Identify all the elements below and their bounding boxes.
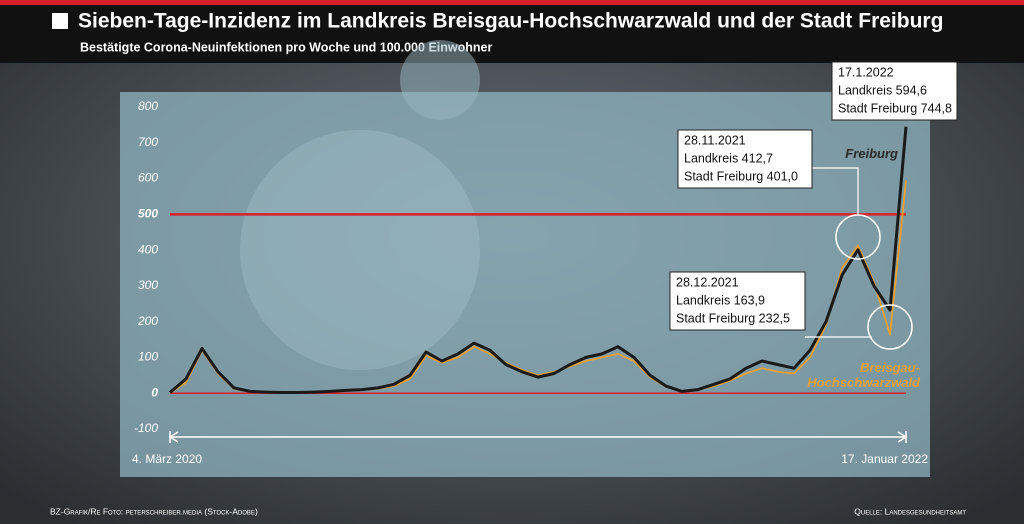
y-tick-label: 800 [138, 99, 158, 113]
x-tick-label: 17. Januar 2022 [841, 452, 928, 466]
annotation-box [677, 129, 813, 189]
source: Quelle: Landesgesundheitsamt [854, 506, 966, 516]
highlight-circle [867, 304, 913, 350]
y-tick-label: -100 [134, 421, 158, 435]
y-tick-label: 500 [138, 207, 158, 221]
virus-photo [240, 130, 480, 370]
chart-subtitle: Bestätigte Corona-Neuinfektionen pro Woc… [80, 40, 492, 54]
annotation-text: Landkreis 412,7 [684, 151, 773, 165]
y-tick-label: 100 [138, 350, 158, 364]
series-line [169, 126, 908, 394]
y-tick-label: 200 [137, 314, 158, 328]
annotation-text: 17.1.2022 [838, 65, 894, 79]
y-tick-label: 300 [138, 278, 158, 292]
series-label: Freiburg [845, 146, 898, 161]
annotation-box [831, 61, 958, 121]
y-tick-label: 400 [138, 242, 158, 256]
x-tick-label: 4. März 2020 [132, 452, 202, 466]
y-tick-label: 0 [151, 385, 158, 399]
header [0, 5, 1024, 63]
annotation-text: Stadt Freiburg 232,5 [676, 311, 790, 325]
y-tick-label: 700 [138, 135, 158, 149]
annotation-text: Landkreis 594,6 [838, 83, 927, 97]
series-label: Breisgau-Hochschwarzwald [807, 360, 920, 390]
y-tick-label: 600 [138, 171, 158, 185]
time-span-arrows [168, 431, 908, 443]
credit: BZ-Grafik/Re Foto: peterschreiber.media … [50, 506, 258, 516]
title-icon [52, 13, 68, 29]
chart-title: Sieben-Tage-Inzidenz im Landkreis Breisg… [78, 10, 943, 33]
top-stripe [0, 0, 1024, 5]
annotation-text: 28.11.2021 [684, 133, 746, 147]
annotation-text: Landkreis 163,9 [676, 293, 765, 307]
annotation-text: 28.12.2021 [676, 275, 739, 289]
annotation-box [669, 271, 806, 331]
virus-photo [400, 40, 480, 120]
annotation-connector [812, 167, 859, 215]
annotation-text: Stadt Freiburg 401,0 [684, 169, 798, 183]
annotation-text: Stadt Freiburg 744,8 [838, 101, 952, 115]
